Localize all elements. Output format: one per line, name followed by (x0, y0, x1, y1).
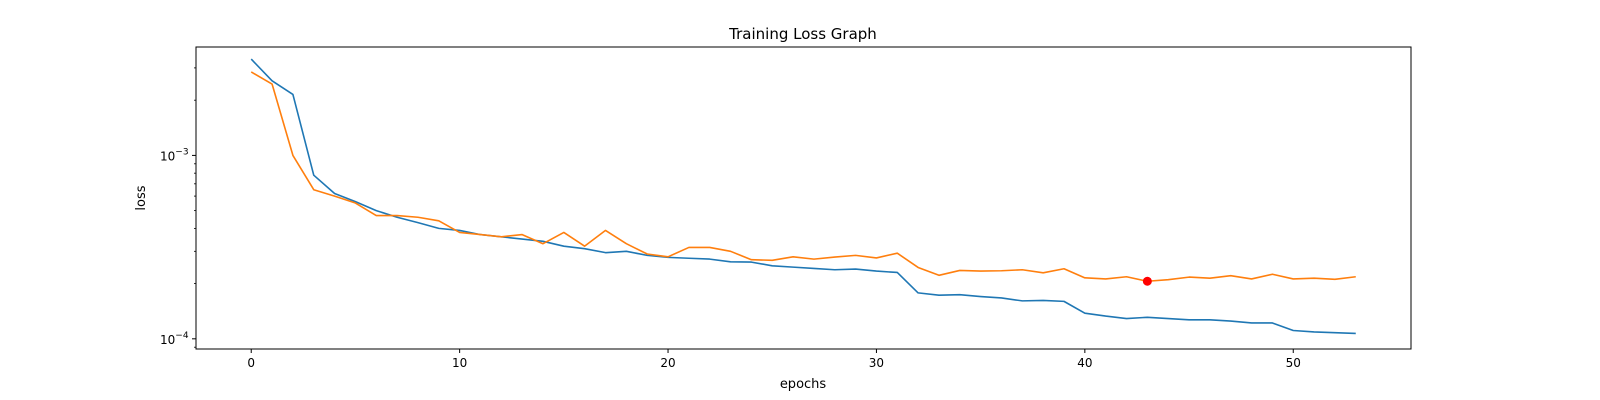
y-axis: 10−310−4 (160, 67, 196, 348)
x-axis: 0 10 20 30 40 50 (247, 349, 1301, 370)
x-tick-label: 50 (1286, 356, 1301, 370)
y-tick-base: 10 (160, 333, 175, 347)
plot-frame (195, 46, 1412, 350)
x-tick-label: 0 (247, 356, 255, 370)
highlight-point (1142, 276, 1152, 286)
y-tick-exponent: −3 (175, 147, 188, 157)
plot-area (250, 58, 1356, 335)
x-axis-label: epochs (780, 377, 827, 392)
x-tick-label: 30 (869, 356, 884, 370)
series-line-2 (250, 71, 1356, 283)
y-tick-base: 10 (160, 149, 175, 163)
chart-title: Training Loss Graph (728, 25, 877, 43)
y-tick-label: 10−3 (160, 147, 189, 163)
x-tick-label: 10 (452, 356, 467, 370)
series-line-1 (250, 58, 1356, 335)
x-tick-label: 20 (660, 356, 675, 370)
y-axis-label: loss (134, 185, 149, 210)
y-tick-exponent: −4 (175, 331, 189, 341)
y-tick-label: 10−4 (160, 331, 189, 347)
x-tick-label: 40 (1077, 356, 1092, 370)
